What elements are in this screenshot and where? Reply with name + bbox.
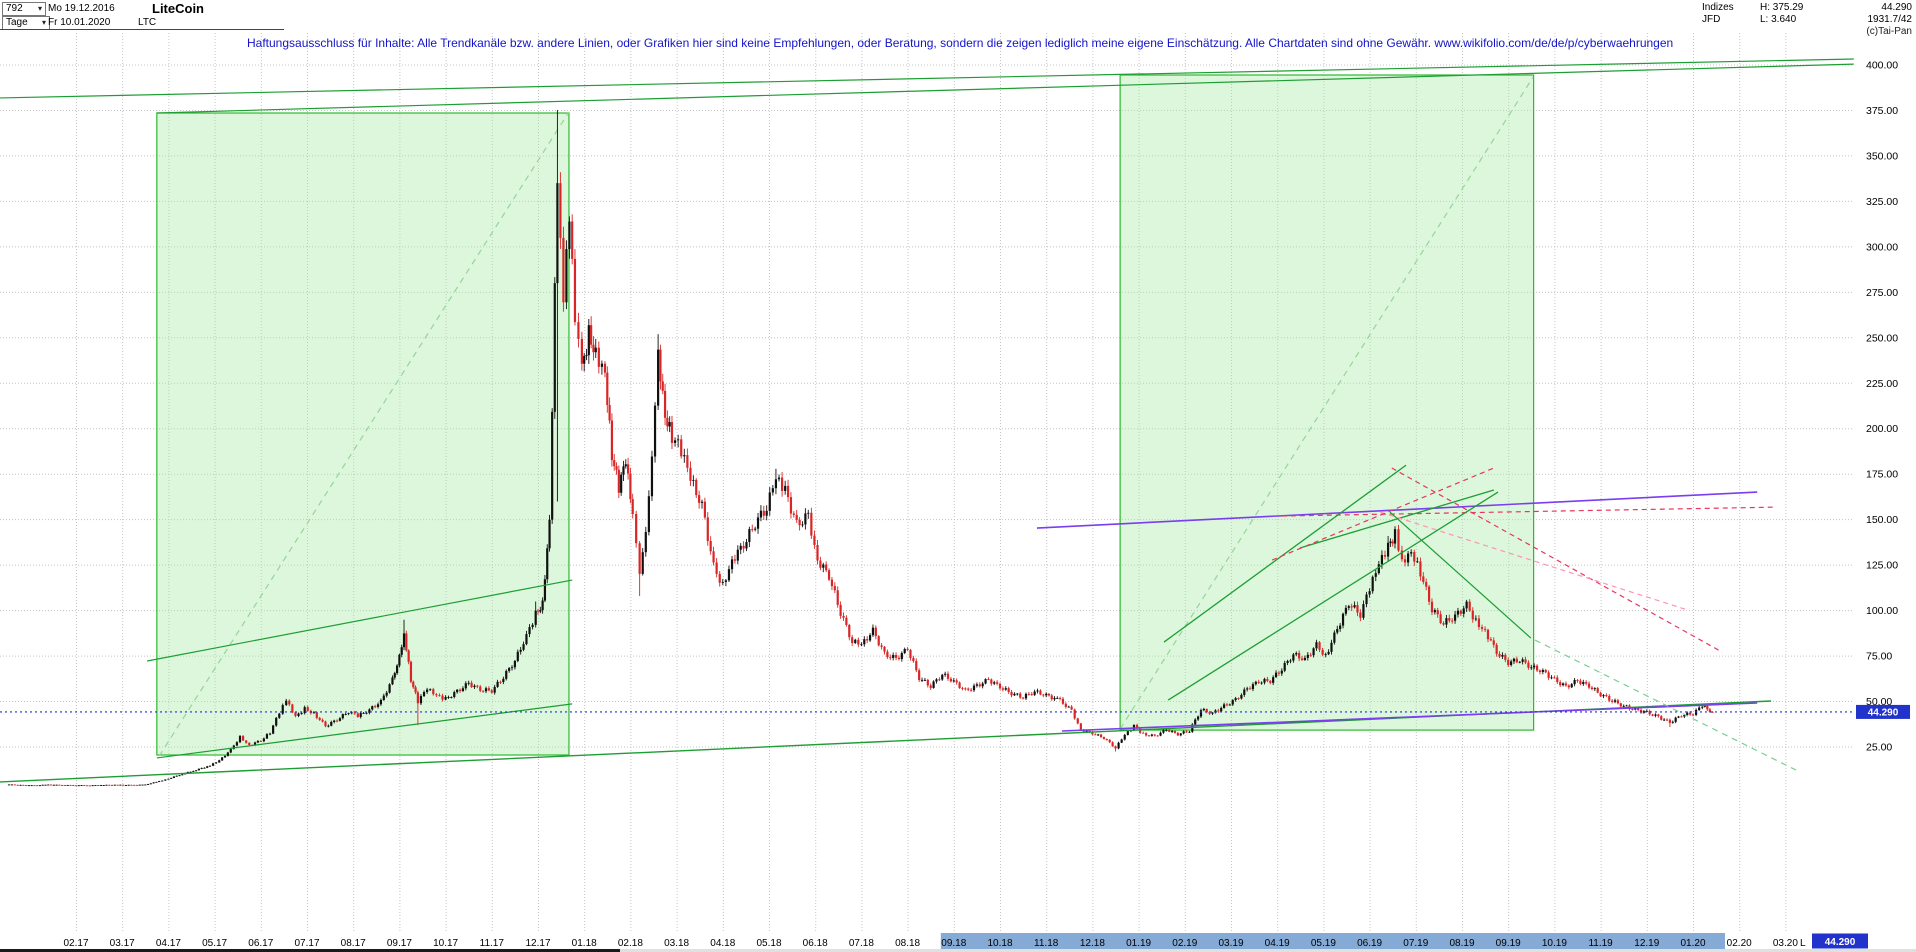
trend-channel-box [156,112,570,756]
date-tick-label: 03.19 [1218,938,1243,949]
date-tick-label: 09.17 [387,938,412,949]
date-tick-label: 08.19 [1449,938,1474,949]
price-tick-label: 200.00 [1866,423,1898,435]
date-tick-label: 10.17 [433,938,458,949]
date-tick-label: 05.19 [1311,938,1336,949]
svg-text:44.290: 44.290 [1825,937,1856,948]
date-tick-label: 05.17 [202,938,227,949]
price-axis: 25.0050.0075.00100.00125.00150.00175.002… [1866,60,1898,754]
chart-header-left: 792 ▾ Mo 19.12.2016 LiteCoin Tage ▾ Fr 1… [0,0,330,30]
start-date-label: Mo 19.12.2016 [48,3,115,14]
price-tick-label: 250.00 [1866,332,1898,344]
trendlines-behind [158,76,1534,757]
header-divider [0,29,284,30]
date-axis: 02.17 03.17 04.17 05.17 06.17 07.17 08.17 09.17… [63,933,1798,950]
date-tick-label: 12.17 [525,938,550,949]
price-tick-label: 225.00 [1866,378,1898,390]
caret-down-icon: ▾ [41,18,46,27]
date-tick-label: 12.18 [1080,938,1105,949]
date-tick-label: 06.18 [803,938,828,949]
low-label: L: 3.640 [1760,14,1797,25]
date-tick-label: 11.17 [480,938,505,949]
horizontal-scrollbar[interactable] [0,949,1916,952]
price-tick-label: 400.00 [1866,60,1898,72]
bars-count-value: 792 [6,3,23,14]
scrollbar-thumb[interactable] [0,949,620,952]
date-tick-label: 10.19 [1542,938,1567,949]
price-tick-label: 300.00 [1866,241,1898,253]
date-tick-label: 08.17 [341,938,366,949]
date-tick-label: 04.17 [156,938,181,949]
price-tick-label: 150.00 [1866,514,1898,526]
bars-count-select[interactable]: 792 ▾ [2,2,46,16]
date-tick-label: 02.17 [63,938,88,949]
price-tick-label: 325.00 [1866,196,1898,208]
period-value: Tage [6,17,28,28]
date-tick-label: 03.17 [110,938,135,949]
date-tick-label: 04.18 [710,938,735,949]
end-date-label: Fr 10.01.2020 [48,17,111,28]
price-tick-label: 375.00 [1866,105,1898,117]
svg-text:44.290: 44.290 [1868,708,1899,719]
disclaimer-text: Haftungsausschluss für Inhalte: Alle Tre… [247,36,1674,50]
date-tick-label: 06.17 [248,938,273,949]
date-tick-label: 07.17 [294,938,319,949]
date-tick-label: 10.18 [987,938,1012,949]
bottom-last-price: L 44.290 [1800,933,1868,949]
provider-label: JFD [1702,14,1721,25]
high-label: H: 375.29 [1760,2,1804,13]
price-tick-label: 100.00 [1866,605,1898,617]
caret-down-icon: ▾ [37,4,42,13]
date-tick-label: 08.18 [895,938,920,949]
date-tick-label: 02.19 [1172,938,1197,949]
date-tick-label: 07.18 [849,938,874,949]
date-tick-label: 05.18 [756,938,781,949]
index-category-label: Indizes [1702,2,1734,13]
price-tick-label: 350.00 [1866,150,1898,162]
date-range-highlight [940,933,1725,950]
date-tick-label: 03.18 [664,938,689,949]
svg-text:L: L [1800,938,1806,949]
date-tick-label: 02.20 [1727,938,1752,949]
extra-value-label: 1931.7/42 [1867,14,1913,25]
date-tick-label: 03.20 [1773,938,1798,949]
last-price-label: 44.290 [1881,2,1912,13]
date-tick-label: 12.19 [1634,938,1659,949]
date-tick-label: 02.18 [618,938,643,949]
price-tick-label: 175.00 [1866,469,1898,481]
date-tick-label: 11.19 [1588,938,1613,949]
instrument-title: LiteCoin [152,1,204,16]
date-tick-label: 07.19 [1403,938,1428,949]
date-tick-label: 06.19 [1357,938,1382,949]
price-tick-label: 125.00 [1866,560,1898,572]
symbol-label: LTC [138,17,157,28]
price-tick-label: 75.00 [1866,651,1892,663]
trendlines [0,58,1854,783]
period-select[interactable]: Tage ▾ [2,16,50,30]
price-tick-label: 275.00 [1866,287,1898,299]
price-tick-label: 25.00 [1866,742,1892,754]
date-tick-label: 09.19 [1496,938,1521,949]
date-tick-label: 09.18 [941,938,966,949]
copyright-label: (c)Tai-Pan [1866,26,1912,37]
trend-channel-boxes [156,74,1535,756]
chart-header-right: Indizes H: 375.29 44.290 JFD L: 3.640 19… [1702,2,1912,37]
date-tick-label: 11.18 [1034,938,1059,949]
date-tick-label: 01.19 [1126,938,1151,949]
date-tick-label: 01.18 [572,938,597,949]
date-tick-label: 04.19 [1265,938,1290,949]
date-tick-label: 01.20 [1680,938,1705,949]
last-price-badge: 44.290 [1856,704,1910,719]
